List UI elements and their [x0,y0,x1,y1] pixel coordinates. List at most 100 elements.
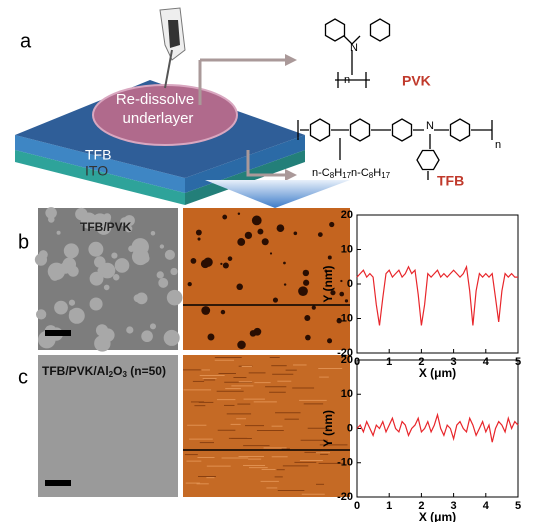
domain [35,309,47,320]
domain [114,258,130,273]
domain [133,294,142,303]
hole [237,238,246,246]
hole [304,314,311,321]
polymer-name: TFB [437,173,464,189]
hole [220,262,223,265]
hole [251,215,262,226]
hole [344,299,349,303]
y-tick-label: -10 [337,312,353,324]
hole [311,305,316,310]
hole [283,261,286,265]
domain [68,307,85,324]
hole [222,214,228,220]
x-tick-label: 3 [451,500,457,512]
hole [207,333,215,341]
ring [349,118,371,142]
x-tick-label: 0 [354,500,360,512]
fan-arrow [205,180,350,208]
y-tick-label: -20 [337,491,353,503]
tfb-front [15,135,185,193]
domain [101,214,111,224]
domain [103,284,110,291]
domain [75,207,88,221]
x-tick-label: 5 [515,500,521,512]
domain [131,248,149,266]
domain [170,267,178,276]
y-axis-label: Y (nm) [321,265,335,302]
hole [276,224,285,233]
arrowhead [285,169,297,181]
pipette [168,20,180,48]
y-tick-label: 20 [341,209,353,221]
hole [227,256,233,261]
hole [222,262,229,269]
ring [449,118,471,142]
spot-text: Re-dissolve [116,91,194,108]
y-axis-label: Y (nm) [321,410,335,447]
domain [49,271,60,281]
domain [158,277,169,288]
ito-front [15,150,185,205]
x-tick-label: 4 [483,500,490,512]
y-tick-label: 10 [341,388,353,400]
domain [99,262,116,279]
y-tick-label: -20 [337,347,353,359]
x-tick-label: 1 [386,500,392,512]
domain [111,252,118,259]
spot-text: underlayer [123,110,194,127]
afm-image [183,208,350,350]
domain [88,241,104,257]
hole [330,290,336,296]
x-tick-label: 3 [451,356,457,368]
panel-label: b [18,231,29,253]
hole [237,212,241,216]
domain [62,257,77,272]
domain [47,216,55,223]
hole [244,231,253,240]
domain [68,299,76,306]
layer-label: ITO [85,163,108,179]
hole [272,297,279,303]
ring [416,149,440,171]
domain [89,271,104,286]
scale-bar [45,480,71,486]
hole [303,279,310,286]
chem-structures [297,18,493,180]
domain [120,217,130,227]
y-tick-label: -10 [337,457,353,469]
sample-label: TFB/PVK/Al2O3 (n=50) [42,364,166,379]
sample-label: TFB/PVK [80,220,132,234]
y-tick-label: 20 [341,354,353,366]
x-axis-label: X (μm) [419,510,456,522]
domain [150,231,156,236]
hole [190,258,197,264]
hole [197,237,201,241]
polymer-name: PVK [402,73,431,89]
repeat-n: n [495,139,501,151]
atom: N [426,120,434,132]
arrowhead [285,54,297,66]
hole [236,283,243,291]
hole [302,269,310,277]
hole [220,309,226,315]
ring [309,118,331,142]
ring [369,18,391,42]
hole [237,340,246,350]
hole [257,228,264,235]
hole [283,283,287,286]
domain [96,219,112,235]
hole [327,338,333,344]
domain [164,249,175,260]
hole [249,330,257,337]
afm-texture [183,356,348,495]
hole [195,229,202,236]
hole [261,238,269,246]
afm-holes [187,212,349,350]
domain [89,297,103,311]
hole [201,306,211,315]
domain [126,326,134,334]
y-tick-label: 0 [347,422,353,434]
sem-image [38,355,178,497]
scale-bar [45,330,71,336]
